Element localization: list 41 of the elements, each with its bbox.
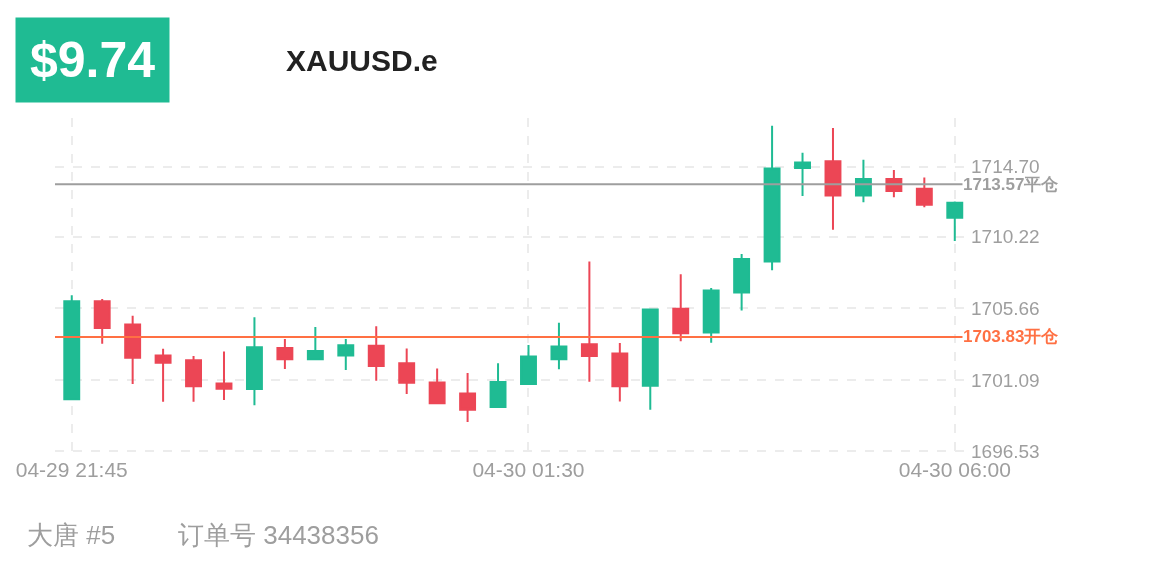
x-tick-label: 04-29 21:45: [15, 458, 128, 481]
candlestick: [276, 338, 294, 370]
candlestick: [215, 350, 233, 401]
candlestick: [245, 316, 263, 407]
y-tick-label: 1710.22: [971, 226, 1040, 248]
candlestick: [428, 367, 446, 406]
candlestick: [367, 325, 385, 382]
candlestick: [794, 151, 811, 198]
y-tick-label: 1705.66: [971, 297, 1040, 319]
candlestick: [946, 200, 964, 243]
candlestick: [93, 298, 111, 345]
candlestick: [854, 158, 872, 204]
x-tick-label: 04-30 01:30: [472, 458, 585, 481]
y-tick-label: 1714.70: [971, 156, 1040, 178]
candlestick: [459, 372, 477, 424]
candlestick: [915, 176, 933, 209]
candlestick: [337, 338, 355, 372]
chart-subtitle: XAUUSD.e: [286, 44, 438, 77]
candlestick: [611, 342, 629, 403]
candlestick: [124, 314, 142, 385]
candlestick: [580, 260, 598, 383]
text: 大唐 #5: [27, 520, 116, 550]
candlestick: [824, 127, 842, 231]
candlestick: [489, 362, 507, 409]
candlestick: [154, 347, 172, 403]
candlestick: [185, 354, 202, 403]
ref-line-label: 1713.57平仓: [963, 175, 1060, 194]
candlestick: [763, 124, 781, 272]
candlestick: [306, 326, 324, 361]
candlestick: [702, 287, 720, 344]
candlestick: [641, 307, 659, 411]
candlestick: [520, 343, 537, 386]
candlestick: [733, 253, 751, 312]
y-tick-label: 1701.09: [971, 369, 1040, 391]
candlestick: [63, 294, 81, 401]
chart-title: $9.74: [30, 32, 156, 88]
candlestick: [550, 321, 568, 371]
candlestick: [672, 273, 690, 343]
candlestick: [398, 347, 416, 396]
text: 订单号 34438356: [178, 520, 379, 550]
ref-line-label: 1703.83开仓: [963, 327, 1060, 346]
